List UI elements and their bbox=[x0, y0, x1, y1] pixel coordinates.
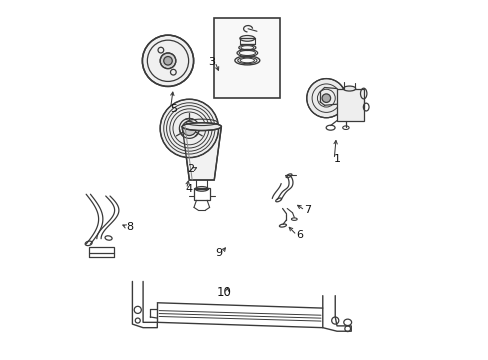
Circle shape bbox=[160, 53, 176, 69]
Polygon shape bbox=[182, 127, 221, 180]
Circle shape bbox=[142, 35, 193, 86]
Text: 10: 10 bbox=[216, 285, 231, 298]
Circle shape bbox=[163, 57, 172, 65]
Text: 1: 1 bbox=[333, 154, 340, 165]
Ellipse shape bbox=[343, 86, 355, 91]
Bar bbox=[194, 188, 209, 200]
Text: 6: 6 bbox=[296, 230, 303, 240]
Text: 2: 2 bbox=[186, 164, 194, 174]
Text: 4: 4 bbox=[185, 184, 192, 194]
Circle shape bbox=[182, 121, 196, 135]
Bar bbox=[88, 247, 113, 253]
Text: 5: 5 bbox=[169, 104, 177, 114]
Text: 7: 7 bbox=[304, 205, 311, 215]
Text: 8: 8 bbox=[126, 222, 133, 232]
Bar bbox=[336, 89, 363, 121]
Circle shape bbox=[322, 94, 330, 103]
Circle shape bbox=[160, 99, 218, 158]
Ellipse shape bbox=[182, 123, 221, 131]
Text: 9: 9 bbox=[215, 248, 222, 258]
Circle shape bbox=[306, 78, 345, 118]
Bar bbox=[214, 18, 280, 98]
Text: 3: 3 bbox=[208, 57, 215, 67]
Bar bbox=[240, 38, 254, 44]
